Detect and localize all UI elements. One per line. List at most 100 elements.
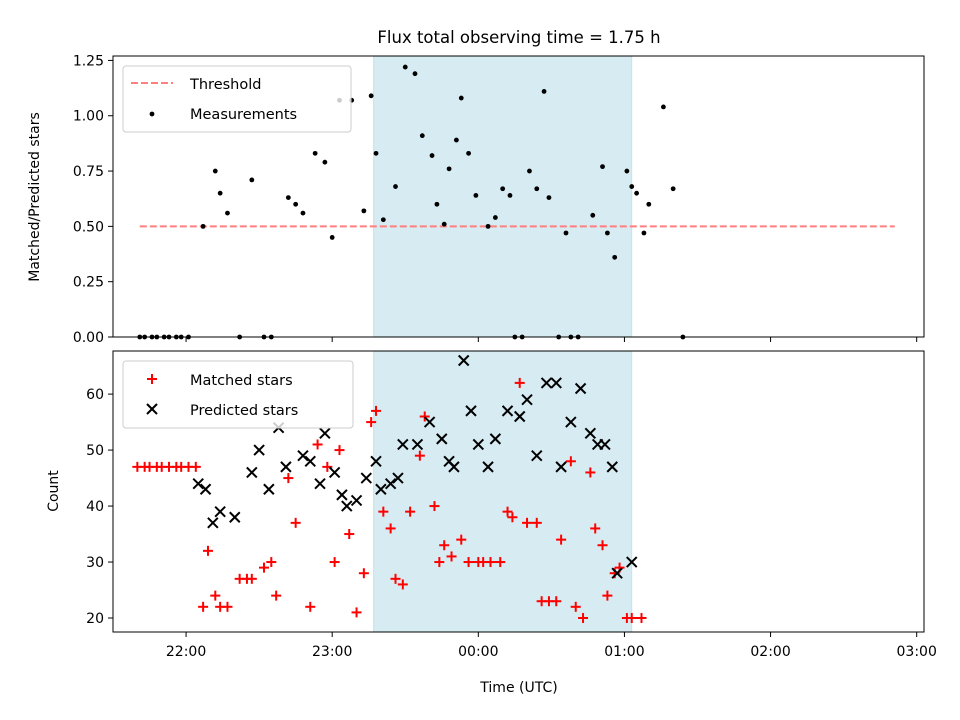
matched-star-point xyxy=(636,613,647,624)
counts-series xyxy=(132,354,647,624)
predicted-star-point xyxy=(336,489,348,501)
measurement-point xyxy=(225,210,230,216)
matched-star-point xyxy=(258,562,269,573)
predicted-star-point xyxy=(304,455,316,467)
matched-star-point xyxy=(366,417,377,428)
measurement-point xyxy=(217,190,223,196)
ratio-y-axis-label: Matched/Predicted stars xyxy=(27,112,43,282)
measurement-point xyxy=(527,168,532,174)
measurement-point xyxy=(212,168,218,174)
measurement-point xyxy=(373,150,379,156)
measurement-point xyxy=(646,201,652,207)
predicted-star-point xyxy=(263,483,275,495)
legend-matched-swatch xyxy=(147,374,157,384)
predicted-star-point xyxy=(550,377,562,389)
ratio-y-tick-label: 0.50 xyxy=(73,219,104,235)
matched-star-point xyxy=(514,377,525,388)
matched-star-point xyxy=(378,506,389,517)
ratio-legend: Threshold Measurements xyxy=(122,65,352,133)
x-tick-label: 03:00 xyxy=(897,644,937,660)
matched-star-point xyxy=(602,590,613,601)
predicted-star-point xyxy=(611,567,623,579)
predicted-star-point xyxy=(411,438,424,451)
measurement-point xyxy=(453,137,459,143)
counts-legend: Matched stars Predicted stars xyxy=(122,360,354,429)
measurement-point xyxy=(322,159,328,165)
matched-star-point xyxy=(397,579,408,590)
measurement-point xyxy=(434,201,440,207)
measurement-point xyxy=(393,184,398,189)
measurement-point xyxy=(634,190,640,196)
matched-star-point xyxy=(565,456,576,467)
predicted-star-point xyxy=(229,511,241,523)
matched-star-point xyxy=(198,601,209,612)
ratio-y-ticks: 0.00 0.25 0.50 0.75 1.00 1.25 xyxy=(73,53,113,346)
predicted-star-point xyxy=(606,461,618,473)
predicted-star-point xyxy=(199,483,212,495)
measurement-point xyxy=(563,230,569,236)
matched-star-point xyxy=(419,411,430,422)
matched-star-point xyxy=(507,512,518,523)
x-tick-label: 01:00 xyxy=(604,644,644,660)
measurement-point xyxy=(466,150,471,156)
matched-star-point xyxy=(439,540,450,551)
measurement-point xyxy=(446,166,452,172)
measurement-point xyxy=(492,215,498,220)
measurement-point xyxy=(368,93,374,99)
predicted-star-point xyxy=(341,500,353,512)
measurement-point xyxy=(541,89,547,94)
measurement-point xyxy=(458,95,464,101)
matched-star-point xyxy=(556,534,567,545)
predicted-star-point xyxy=(397,438,409,451)
measurement-point xyxy=(473,192,479,198)
counts-y-tick-label: 30 xyxy=(86,555,104,571)
predicted-star-point xyxy=(472,438,485,451)
predicted-star-point xyxy=(350,494,363,507)
measurement-point xyxy=(590,212,596,218)
counts-x-ticks: 22:00 23:00 00:00 01:00 02:00 03:00 xyxy=(166,632,937,660)
legend-threshold-label: Threshold xyxy=(189,77,261,93)
matched-star-point xyxy=(551,596,562,607)
x-tick-label: 23:00 xyxy=(312,644,352,660)
predicted-star-point xyxy=(370,455,382,467)
counts-y-tick-label: 20 xyxy=(86,611,104,627)
matched-star-point xyxy=(312,439,323,450)
matched-star-point xyxy=(626,613,637,624)
predicted-star-point xyxy=(584,427,597,439)
matched-star-point xyxy=(385,523,396,534)
predicted-star-point xyxy=(540,377,553,389)
predicted-star-point xyxy=(360,472,372,484)
matched-star-point xyxy=(414,450,425,461)
legend-measurements-swatch xyxy=(149,111,155,117)
predicted-star-point xyxy=(626,556,638,568)
measurement-point xyxy=(485,223,491,229)
predicted-star-point xyxy=(555,461,567,473)
matched-star-point xyxy=(210,590,221,601)
matched-star-point xyxy=(290,517,301,528)
matched-star-point xyxy=(334,445,345,456)
predicted-star-point xyxy=(246,466,258,479)
matched-star-point xyxy=(434,557,445,568)
predicted-star-point xyxy=(375,483,387,495)
matched-star-point xyxy=(463,557,474,568)
measurement-point xyxy=(380,217,386,223)
ratio-y-tick-label: 0.00 xyxy=(73,330,104,346)
matched-star-point xyxy=(266,557,277,568)
predicted-star-point xyxy=(253,444,265,456)
predicted-star-point xyxy=(314,477,326,490)
predicted-star-point xyxy=(521,393,533,406)
matched-star-point xyxy=(405,506,416,517)
predicted-star-point xyxy=(280,461,292,473)
legend-measurements-label: Measurements xyxy=(190,107,297,123)
x-tick-label: 00:00 xyxy=(458,644,498,660)
predicted-star-point xyxy=(319,427,331,439)
measurement-point xyxy=(200,223,206,229)
predicted-star-point xyxy=(392,472,404,484)
predicted-star-point xyxy=(482,461,494,473)
x-axis-label: Time (UTC) xyxy=(479,680,557,696)
ratio-legend-box xyxy=(122,65,352,133)
counts-y-ticks: 20 30 40 50 60 xyxy=(86,387,113,627)
x-tick-label: 02:00 xyxy=(750,644,790,660)
measurement-point xyxy=(412,71,418,77)
